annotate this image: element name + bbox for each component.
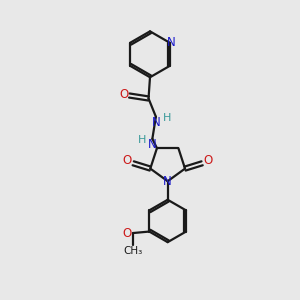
Text: H: H bbox=[138, 135, 146, 145]
Text: N: N bbox=[152, 116, 160, 128]
Text: CH₃: CH₃ bbox=[124, 246, 143, 256]
Text: O: O bbox=[123, 154, 132, 167]
Text: N: N bbox=[163, 175, 172, 188]
Text: O: O bbox=[123, 226, 132, 239]
Text: O: O bbox=[203, 154, 213, 167]
Text: O: O bbox=[119, 88, 129, 101]
Text: N: N bbox=[167, 36, 176, 49]
Text: N: N bbox=[148, 138, 157, 151]
Text: H: H bbox=[163, 113, 171, 123]
